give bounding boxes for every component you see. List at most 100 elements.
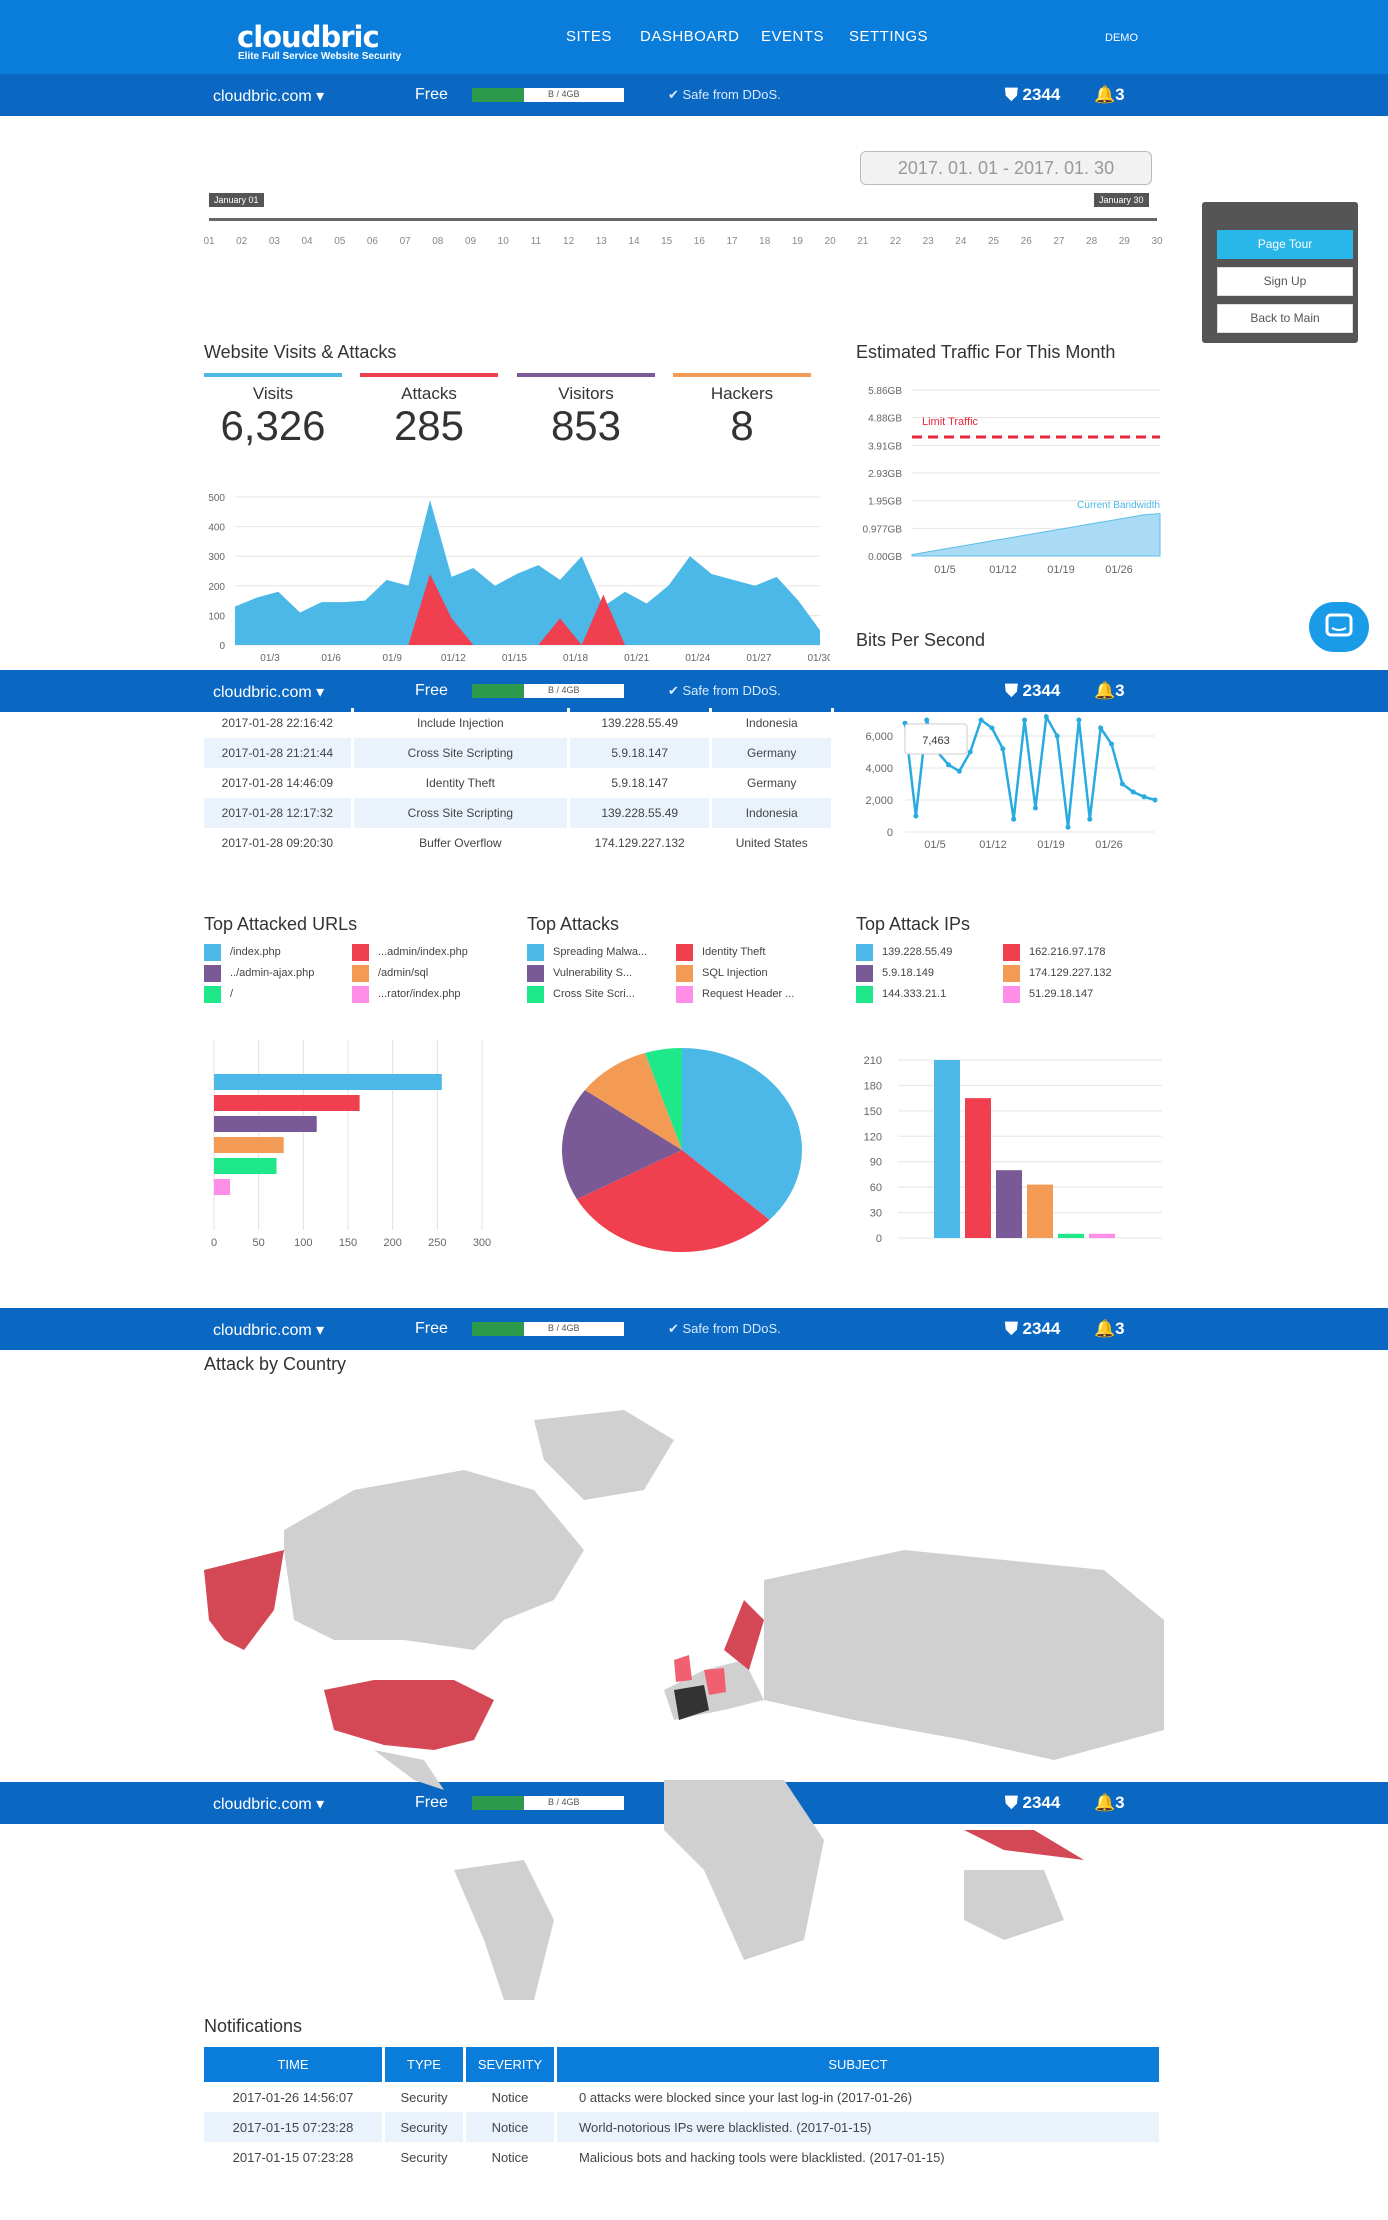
url-bar[interactable] <box>214 1179 231 1195</box>
url-bar[interactable] <box>214 1116 317 1132</box>
timeline-end-flag[interactable]: January 30 <box>1094 193 1149 207</box>
ip-legend-item[interactable]: 5.9.18.149 <box>882 967 934 979</box>
attacks-label: Attacks <box>401 384 457 403</box>
sign-up-button[interactable]: Sign Up <box>1217 267 1353 296</box>
notification-counter[interactable]: 🔔3 <box>1094 85 1125 104</box>
shield-counter[interactable]: ⛊ 2344 <box>1005 681 1061 700</box>
ip-bar[interactable] <box>1027 1184 1053 1238</box>
tooltip-value: 7,463 <box>922 735 950 747</box>
x-tick-label: 01/15 <box>502 653 527 664</box>
url-legend-item[interactable]: ../admin-ajax.php <box>230 967 315 979</box>
ip-legend-item[interactable]: 139.228.55.49 <box>882 946 953 958</box>
col-type[interactable]: TYPE <box>383 2047 466 2082</box>
x-tick-label: 01/12 <box>441 653 466 664</box>
back-to-main-button[interactable]: Back to Main <box>1217 304 1353 333</box>
notification-counter[interactable]: 🔔3 <box>1094 681 1125 700</box>
domain-selector[interactable]: cloudbric.com ▾ <box>213 684 325 701</box>
url-legend-item[interactable]: ...admin/index.php <box>378 946 468 958</box>
url-legend-item[interactable]: /admin/sql <box>378 967 429 979</box>
notification-row[interactable]: 2017-01-15 07:23:28 Security Notice World-n… <box>204 2112 1162 2142</box>
chat-icon <box>1325 613 1353 637</box>
chat-button[interactable] <box>1309 602 1369 652</box>
attack-legend-item[interactable]: Spreading Malwa... <box>553 946 648 958</box>
date-range-picker[interactable]: 2017. 01. 01 - 2017. 01. 30 <box>860 151 1152 185</box>
y-tick-label: 0.00GB <box>868 552 902 563</box>
attack-log-row[interactable]: 2017-01-28 09:20:30 Buffer Overflow 174.12… <box>204 828 834 858</box>
timeline-tick: 18 <box>759 236 771 247</box>
y-tick-label: 100 <box>208 611 225 622</box>
ip-legend-item[interactable]: 162.216.97.178 <box>1029 946 1106 958</box>
col-subject[interactable]: SUBJECT <box>555 2047 1162 2082</box>
nav-events[interactable]: EVENTS <box>761 28 825 45</box>
ip-bar[interactable] <box>965 1098 991 1238</box>
greenland-region <box>534 1410 674 1500</box>
shield-counter[interactable]: ⛊ 2344 <box>1005 1319 1061 1338</box>
pie-slice[interactable] <box>584 1052 682 1150</box>
ip-legend-item[interactable]: 51.29.18.147 <box>1029 988 1094 1000</box>
attack-log-row[interactable]: 2017-01-28 21:21:44 Cross Site Scripting 5… <box>204 738 834 768</box>
url-bar[interactable] <box>214 1074 442 1090</box>
attack-legend-swatch <box>527 965 544 982</box>
user-menu[interactable]: DEMO <box>1105 32 1138 44</box>
notification-type-cell: Security <box>383 2142 466 2172</box>
usage-bar: B / 4GB <box>472 1796 624 1810</box>
notification-row[interactable]: 2017-01-15 07:23:28 Security Notice Malicio… <box>204 2142 1162 2172</box>
domain-selector[interactable]: cloudbric.com ▾ <box>213 1322 325 1339</box>
world-map[interactable] <box>204 1400 1164 2000</box>
visits-label: Visits <box>252 384 294 403</box>
pie-slice[interactable] <box>682 1048 802 1220</box>
logo[interactable]: cloudbric <box>237 20 380 54</box>
africa-region <box>664 1780 824 1960</box>
nav-sites[interactable]: SITES <box>566 28 612 45</box>
ip-bar[interactable] <box>1058 1233 1084 1238</box>
attack-log-row[interactable]: 2017-01-28 22:16:42 Include Injection 139.… <box>204 708 834 738</box>
x-tick-label: 01/3 <box>260 653 280 664</box>
col-severity[interactable]: SEVERITY <box>464 2047 557 2082</box>
timeline-start-flag[interactable]: January 01 <box>209 193 264 207</box>
url-bar[interactable] <box>214 1137 284 1153</box>
attack-log-row[interactable]: 2017-01-28 12:17:32 Cross Site Scripting 1… <box>204 798 834 828</box>
timeline-tick: 11 <box>530 236 542 247</box>
attack-legend-item[interactable]: Identity Theft <box>702 946 766 958</box>
attack-log-row[interactable]: 2017-01-28 14:46:09 Identity Theft 5.9.18.… <box>204 768 834 798</box>
ip-bar[interactable] <box>1089 1233 1115 1238</box>
attack-type-cell: Cross Site Scripting <box>352 798 570 828</box>
pie-slice[interactable] <box>644 1048 682 1150</box>
domain-selector[interactable]: cloudbric.com ▾ <box>213 1796 325 1813</box>
nav-settings[interactable]: SETTINGS <box>849 28 929 45</box>
nav-dashboard[interactable]: DASHBOARD <box>640 28 740 45</box>
url-bar[interactable] <box>214 1095 360 1111</box>
ddos-status: ✔ Safe from DDoS. <box>668 1321 781 1336</box>
pie-slice[interactable] <box>576 1150 770 1252</box>
attack-legend-item[interactable]: Cross Site Scri... <box>553 988 635 1000</box>
usage-bar: B / 4GB <box>472 88 624 102</box>
shield-counter[interactable]: ⛊ 2344 <box>1005 1793 1061 1812</box>
url-legend-item[interactable]: ...rator/index.php <box>378 988 461 1000</box>
pie-slice[interactable] <box>562 1090 682 1200</box>
notification-row[interactable]: 2017-01-26 14:56:07 Security Notice 0 attac… <box>204 2082 1162 2112</box>
ip-bar[interactable] <box>934 1060 960 1238</box>
attack-legend-item[interactable]: Request Header ... <box>702 988 795 1000</box>
col-time[interactable]: TIME <box>204 2047 385 2082</box>
logo-tagline: Elite Full Service Website Security <box>238 51 402 62</box>
visits-value: 6,326 <box>220 402 326 449</box>
ip-bar[interactable] <box>996 1170 1022 1238</box>
notification-subject-cell: World-notorious IPs were blacklisted. (2… <box>555 2112 1162 2142</box>
url-bar[interactable] <box>214 1158 277 1174</box>
attack-time-cell: 2017-01-28 14:46:09 <box>204 768 354 798</box>
page-tour-button[interactable]: Page Tour <box>1217 230 1353 259</box>
ip-legend-item[interactable]: 144.333.21.1 <box>882 988 947 1000</box>
attack-legend-item[interactable]: SQL Injection <box>702 967 768 979</box>
timeline-tick: 10 <box>497 236 509 247</box>
timeline-slider[interactable] <box>209 218 1157 221</box>
notification-counter[interactable]: 🔔3 <box>1094 1319 1125 1338</box>
attack-legend-item[interactable]: Vulnerability S... <box>553 967 633 979</box>
url-legend-item[interactable]: /index.php <box>230 946 281 958</box>
timeline-tick: 30 <box>1151 236 1163 247</box>
shield-counter[interactable]: ⛊ 2344 <box>1005 85 1061 104</box>
ip-legend-item[interactable]: 174.129.227.132 <box>1029 967 1112 979</box>
url-legend-item[interactable]: / <box>230 988 234 1000</box>
attack-time-cell: 2017-01-28 12:17:32 <box>204 798 354 828</box>
domain-selector[interactable]: cloudbric.com ▾ <box>213 88 325 105</box>
notification-counter[interactable]: 🔔3 <box>1094 1793 1125 1812</box>
